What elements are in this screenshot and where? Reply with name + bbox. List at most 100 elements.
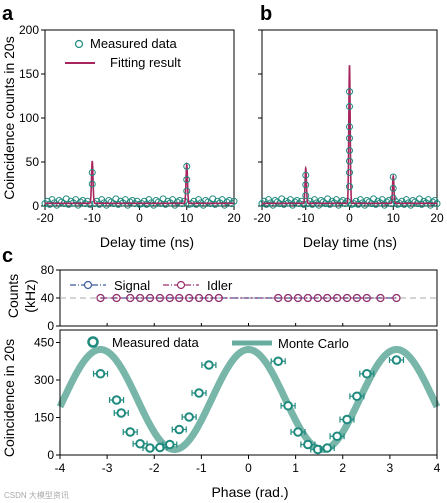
legend-fit-label: Fitting result: [110, 55, 181, 70]
panel-a-fit-line: [45, 160, 234, 205]
panel-c-bottom-xtick-label: 2: [339, 461, 346, 475]
idler-point: [313, 293, 322, 303]
panel-a-ytick-label: 50: [26, 155, 40, 169]
panel-a-ytick-label: 200: [19, 23, 39, 37]
panel-b-peak-point: [389, 173, 397, 181]
panel-c-top-plot: 0 40 80 Signal Idler: [41, 263, 438, 333]
panel-b-peak-point: [346, 157, 353, 165]
panel-a-ylabel: Coincidence counts in 20s: [1, 36, 17, 199]
panel-c-top-ylabel-line1: Counts: [5, 274, 21, 318]
measured-point: [283, 400, 293, 411]
legend-idler-label: Idler: [207, 278, 233, 293]
idler-point: [126, 293, 135, 303]
idler-point: [332, 293, 342, 303]
measured-point: [361, 368, 372, 379]
measured-point: [352, 391, 362, 402]
measured-point: [125, 427, 136, 437]
measured-point: [342, 414, 352, 425]
panel-a-peak-point: [88, 169, 96, 177]
idler-point: [303, 293, 312, 303]
panel-a-xtick-label: 0: [136, 211, 143, 225]
idler-point: [112, 293, 121, 303]
panel-c-top-ylabel-line2: (kHz): [22, 279, 38, 312]
idler-point: [155, 293, 165, 303]
idler-point: [362, 293, 371, 303]
panel-c-bottom-xtick-label: 3: [387, 461, 394, 475]
panel-b-data-point: [420, 197, 428, 205]
legend-idler-marker: [176, 280, 186, 290]
panel-a-xtick-label: -10: [84, 211, 102, 225]
panel-b-fit-line: [262, 65, 437, 205]
panel-c-bottom-ytick-label: 450: [34, 336, 54, 350]
legend-signal-marker: [83, 280, 93, 290]
legend-measured-c-label: Measured data: [112, 335, 199, 350]
panel-b-xtick-label: -20: [253, 211, 271, 225]
panel-b-peak-point: [346, 134, 353, 142]
panel-letter-c: c: [2, 245, 13, 267]
measured-point: [303, 439, 313, 450]
idler-point: [274, 293, 283, 303]
measured-point: [155, 442, 165, 453]
panel-c-xlabel: Phase (rad.): [211, 484, 288, 500]
panel-c-bottom-xtick-label: 0: [245, 461, 252, 475]
measured-point: [194, 388, 204, 398]
panel-letter-a: a: [2, 3, 14, 25]
legend-measured-marker: [74, 39, 84, 49]
legend-measured-c-marker: [87, 336, 99, 348]
panel-b-data-point: [337, 198, 345, 206]
panel-b-peak-point: [302, 191, 310, 199]
panel-letter-b: b: [260, 3, 272, 25]
panel-a-xlabel: Delay time (ns): [100, 234, 194, 250]
panel-c-bottom-ylabel: Coincidence in 20s: [1, 339, 17, 457]
panel-c-bottom-xtick-label: -1: [196, 461, 207, 475]
panel-b-peak-point: [389, 194, 397, 202]
measured-point: [273, 356, 283, 367]
panel-b-data-point: [328, 197, 336, 205]
panel-b-xtick-label: 20: [430, 211, 444, 225]
panel-b-peak-point: [346, 169, 353, 177]
panel-a-data-point: [180, 197, 188, 205]
panel-b-xtick-label: -10: [297, 211, 315, 225]
panel-c-top-ytick-label: 40: [41, 291, 55, 305]
panel-c-top-ytick-label: 0: [47, 319, 54, 333]
measured-point: [332, 431, 342, 442]
panel-c-bottom-xtick-label: -2: [149, 461, 160, 475]
idler-point: [204, 293, 214, 303]
watermark: CSDN 大模型资讯: [4, 490, 69, 500]
panel-b-peak-point: [346, 88, 353, 96]
panel-c-bottom-plot: -4 -3 -2 -1 0 1 2 3 4 0 150 300 450 Measured data Mont…: [34, 329, 441, 475]
panel-c-bottom-ytick-label: 150: [34, 411, 54, 425]
idler-point: [352, 293, 361, 303]
panel-b-data-point: [383, 198, 391, 206]
panel-b-xtick-label: 0: [346, 211, 353, 225]
panel-b-peak-point: [346, 183, 353, 191]
measured-point: [204, 360, 214, 370]
panel-b-plot: -20 -10 0 10 20: [253, 29, 444, 225]
idler-point: [323, 293, 332, 303]
panel-c-bottom-xtick-label: -3: [102, 461, 113, 475]
panel-b-data-point: [429, 198, 437, 206]
measured-point: [391, 355, 402, 365]
panel-b-peak-point: [302, 171, 310, 179]
measured-point: [111, 395, 122, 405]
idler-point: [342, 293, 352, 303]
panel-b-data-point: [291, 198, 299, 206]
panel-b-peak-point: [346, 123, 353, 131]
panel-b-xlabel: Delay time (ns): [303, 234, 397, 250]
panel-c-bottom-ytick-label: 0: [47, 448, 54, 462]
idler-point: [283, 293, 293, 303]
panel-a-peak-point: [88, 180, 96, 188]
panel-a-peak-point: [183, 162, 191, 170]
idler-point: [214, 293, 223, 303]
idler-point: [376, 293, 385, 303]
idler-point: [392, 293, 401, 303]
panel-a-xtick-label: -20: [36, 211, 54, 225]
panel-b-data-point: [374, 197, 382, 205]
measured-point: [116, 408, 127, 418]
measured-point: [135, 438, 145, 449]
measured-point: [293, 427, 303, 437]
panel-c-top-ytick-label: 80: [41, 263, 55, 277]
legend-measured-label: Measured data: [90, 36, 177, 51]
measured-point: [165, 439, 175, 450]
